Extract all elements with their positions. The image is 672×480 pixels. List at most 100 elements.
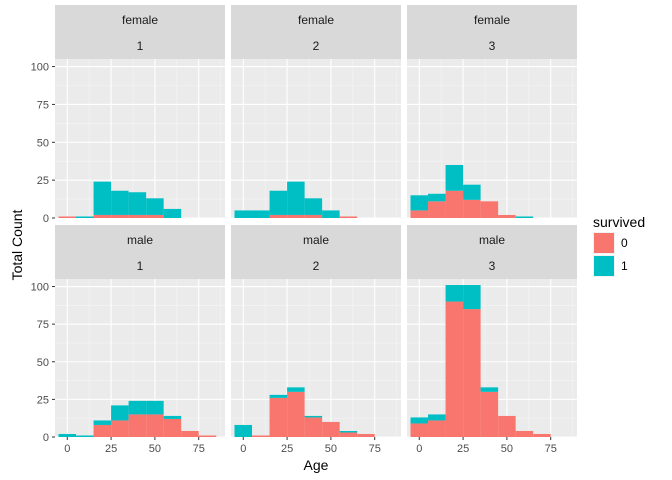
- x-tick-label: 25: [457, 443, 469, 455]
- y-tick-label: 100: [31, 282, 49, 294]
- strip-label-pclass: 2: [313, 259, 320, 273]
- facet-panel-male-3: male 3: [407, 225, 577, 438]
- facet-strip: [231, 225, 401, 279]
- panel-background: [231, 59, 401, 218]
- bar-survived-0: [163, 418, 182, 437]
- bar-survived-0: [111, 214, 129, 218]
- bar-survived-0: [128, 414, 147, 437]
- bar-survived-1: [146, 198, 164, 215]
- bar-survived-1: [445, 285, 464, 302]
- strip-label-pclass: 1: [137, 39, 144, 53]
- bar-survived-1: [463, 285, 481, 310]
- strip-label-sex: male: [127, 233, 153, 247]
- legend-label-1: 1: [621, 259, 628, 273]
- bar-survived-0: [480, 201, 499, 218]
- bar-survived-1: [322, 210, 340, 218]
- facet-panel-female-1: female 1: [55, 5, 225, 219]
- y-tick-label: 25: [37, 175, 49, 187]
- strip-label-sex: female: [122, 13, 158, 27]
- bar-survived-1: [428, 193, 446, 202]
- bar-survived-0: [128, 214, 147, 218]
- y-tick-label: 100: [31, 62, 49, 74]
- bar-survived-0: [410, 423, 429, 437]
- strip-label-sex: female: [298, 13, 334, 27]
- bar-survived-0: [322, 421, 340, 437]
- bar-survived-0: [428, 420, 446, 437]
- bar-survived-0: [269, 214, 288, 218]
- bar-survived-1: [76, 435, 94, 437]
- facet-panel-male-1: male 1: [55, 225, 225, 438]
- bar-survived-0: [428, 201, 446, 218]
- x-tick-label: 50: [501, 443, 513, 455]
- x-axis-title: Age: [304, 457, 329, 473]
- y-tick-label: 50: [37, 357, 49, 369]
- bar-survived-0: [445, 301, 464, 437]
- strip-label-sex: male: [303, 233, 329, 247]
- legend-swatch-0: [594, 233, 614, 253]
- x-tick-label: 50: [325, 443, 337, 455]
- facet-strip: [231, 5, 401, 59]
- x-tick-label: 50: [149, 443, 161, 455]
- bar-survived-0: [269, 397, 288, 437]
- facet-strip: [407, 225, 577, 279]
- bar-survived-1: [128, 192, 147, 215]
- bar-survived-0: [498, 415, 516, 437]
- legend-swatch-1: [594, 256, 614, 276]
- x-tick-label: 75: [369, 443, 381, 455]
- bar-survived-0: [93, 424, 112, 437]
- facet-panel-female-3: female 3: [407, 5, 577, 219]
- bar-survived-1: [93, 420, 112, 425]
- bar-survived-0: [146, 414, 164, 437]
- bar-survived-1: [111, 405, 129, 421]
- facet-panel-male-2: male 2: [231, 225, 401, 438]
- facet-panels: female 1 female 2 female 3 male 1 male 2 male 3: [55, 5, 577, 438]
- bar-survived-0: [339, 216, 358, 218]
- axes: 0 25 50 75 100 0 25 50 75 100 0 25 50 75 0 25 50 75 0 25 50 7…: [31, 62, 557, 455]
- x-tick-label: 0: [240, 443, 246, 455]
- bar-survived-0: [93, 214, 112, 218]
- bar-survived-1: [111, 190, 129, 215]
- bar-survived-1: [410, 417, 429, 424]
- x-tick-label: 25: [105, 443, 117, 455]
- bar-survived-1: [410, 195, 429, 211]
- bar-survived-1: [128, 400, 147, 415]
- bar-survived-1: [252, 210, 270, 218]
- x-tick-label: 0: [64, 443, 70, 455]
- bar-survived-1: [428, 414, 446, 421]
- y-tick-label: 0: [43, 213, 49, 225]
- strip-label-sex: male: [479, 233, 505, 247]
- bar-survived-1: [234, 424, 253, 437]
- bar-survived-0: [304, 417, 323, 437]
- bar-survived-0: [198, 435, 217, 437]
- bar-survived-0: [533, 433, 551, 437]
- bar-survived-1: [76, 216, 94, 218]
- bar-survived-0: [181, 430, 199, 437]
- y-tick-label: 75: [37, 319, 49, 331]
- legend: survived 0 1: [593, 214, 645, 277]
- bar-survived-1: [445, 165, 464, 191]
- bar-survived-0: [146, 214, 164, 218]
- y-tick-label: 75: [37, 99, 49, 111]
- bar-survived-0: [480, 391, 499, 437]
- bar-survived-0: [252, 435, 270, 437]
- bar-survived-0: [304, 214, 323, 218]
- facet-strip: [55, 5, 225, 59]
- bar-survived-0: [58, 216, 77, 218]
- bar-survived-1: [463, 184, 481, 200]
- strip-label-pclass: 3: [489, 39, 496, 53]
- bar-survived-1: [269, 190, 288, 215]
- y-tick-label: 25: [37, 394, 49, 406]
- legend-label-0: 0: [621, 236, 628, 250]
- bar-survived-0: [445, 190, 464, 218]
- bar-survived-0: [339, 432, 358, 437]
- y-tick-label: 0: [43, 432, 49, 444]
- bar-survived-1: [58, 433, 77, 437]
- x-tick-label: 75: [193, 443, 205, 455]
- bar-survived-0: [463, 199, 481, 218]
- strip-label-pclass: 2: [313, 39, 320, 53]
- bar-survived-0: [357, 433, 375, 437]
- strip-label-pclass: 3: [489, 259, 496, 273]
- bar-survived-1: [163, 415, 182, 419]
- x-tick-label: 75: [545, 443, 557, 455]
